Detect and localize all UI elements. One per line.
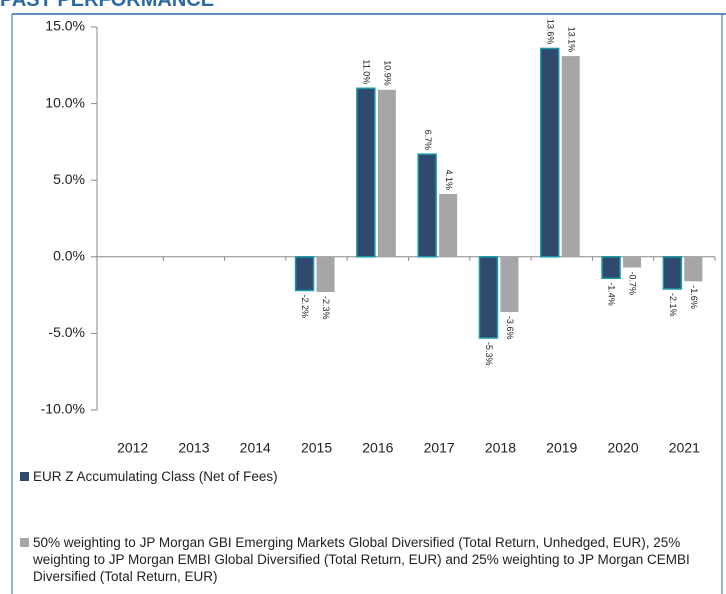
value-label: -0.7% [628,272,638,296]
value-label: -1.4% [607,282,617,306]
bar [540,47,560,258]
value-label: 13.6% [545,19,555,45]
bar [294,256,315,292]
y-tick-label: -10.0% [41,401,85,417]
value-label: -2.1% [668,293,678,317]
bar [623,256,642,268]
value-label: -5.3% [484,342,494,366]
x-tick-label: 2012 [117,440,148,456]
value-label: 13.1% [566,27,576,53]
y-tick-label: 5.0% [53,171,85,187]
bar [478,256,499,339]
bar [356,87,376,258]
y-tick-label: 10.0% [45,94,85,110]
legend-swatch [20,538,29,547]
value-label: 4.1% [444,169,454,190]
x-tick-label: 2014 [240,440,271,456]
bar [684,256,703,282]
bar [601,256,621,279]
y-tick-label: -5.0% [48,324,85,340]
x-tick-label: 2019 [546,440,577,456]
value-label: 10.9% [382,60,392,86]
x-tick-label: 2020 [607,440,638,456]
value-label: -3.6% [505,316,515,340]
value-label: -1.6% [689,285,699,309]
chart-title: PAST PERFORMANCE [0,0,215,11]
bar [500,256,519,312]
value-label: -2.3% [321,296,331,320]
x-tick-label: 2021 [669,440,700,456]
value-label: -2.2% [300,295,310,319]
bar [439,193,458,257]
x-tick-label: 2015 [301,440,332,456]
y-tick-label: 0.0% [53,248,85,264]
legend-label: EUR Z Accumulating Class (Net of Fees) [33,469,278,484]
legend-swatch [20,472,29,481]
y-tick-label: 15.0% [45,18,85,34]
x-tick-label: 2013 [178,440,209,456]
legend-entry: EUR Z Accumulating Class (Net of Fees) [20,468,710,485]
value-label: 6.7% [423,130,433,151]
x-tick-label: 2016 [362,440,393,456]
bar [417,153,437,258]
x-tick-label: 2017 [424,440,455,456]
legend-label: 50% weighting to JP Morgan GBI Emerging … [33,535,690,584]
bar [377,89,396,257]
value-label: 11.0% [361,59,371,84]
bar [316,256,335,293]
x-tick-label: 2018 [485,440,516,456]
bar [561,56,580,257]
legend-entry: 50% weighting to JP Morgan GBI Emerging … [20,534,720,585]
bar [662,256,683,290]
